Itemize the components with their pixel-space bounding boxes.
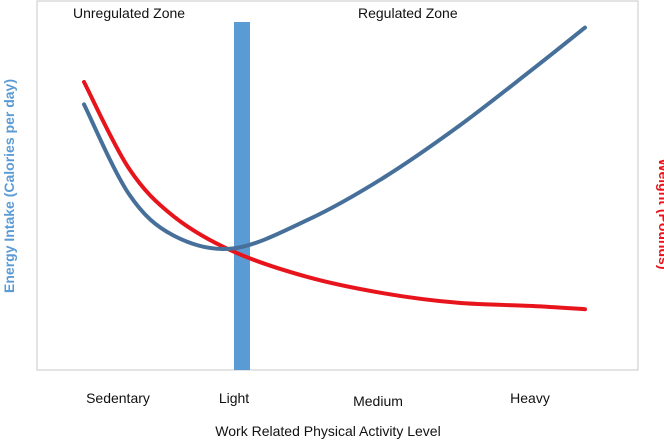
zone-label-regulated: Regulated Zone bbox=[358, 5, 458, 21]
x-tick-light: Light bbox=[219, 390, 249, 406]
x-axis-title: Work Related Physical Activity Level bbox=[215, 423, 440, 439]
x-tick-medium: Medium bbox=[353, 393, 403, 409]
zone-boundary-bar bbox=[234, 22, 250, 370]
y-axis-title-left: Energy Intake (Calories per day) bbox=[1, 79, 17, 293]
x-tick-sedentary: Sedentary bbox=[86, 390, 150, 406]
series-line-weight bbox=[82, 80, 587, 312]
series-line-energy bbox=[82, 25, 587, 251]
y-axis-title-right: Weight (Pounds) bbox=[656, 159, 664, 270]
x-tick-heavy: Heavy bbox=[510, 390, 550, 406]
plot-frame bbox=[36, 0, 639, 371]
zone-label-unregulated: Unregulated Zone bbox=[73, 5, 185, 21]
